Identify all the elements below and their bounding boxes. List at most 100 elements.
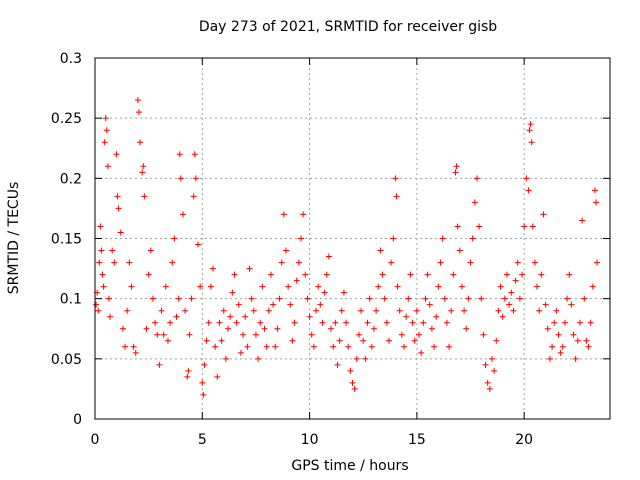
data-point <box>328 325 335 332</box>
data-point <box>246 265 253 272</box>
data-point <box>561 319 568 326</box>
data-point <box>345 343 352 350</box>
data-point <box>287 301 294 308</box>
data-point <box>96 259 103 266</box>
data-point <box>510 307 517 314</box>
data-point <box>100 283 107 290</box>
data-point <box>119 325 126 332</box>
data-point <box>111 259 118 266</box>
data-point <box>330 343 337 350</box>
data-point <box>259 283 266 290</box>
data-point <box>293 277 300 284</box>
data-point <box>362 355 369 362</box>
data-point <box>422 295 429 302</box>
data-point <box>351 385 358 392</box>
data-point <box>538 271 545 278</box>
data-point <box>433 313 440 320</box>
data-point <box>591 187 598 194</box>
data-point <box>473 175 480 182</box>
x-tick-label: 20 <box>515 432 533 448</box>
data-point <box>315 283 322 290</box>
data-point <box>280 211 287 218</box>
data-point <box>527 121 534 128</box>
data-point <box>195 241 201 248</box>
data-point <box>235 301 242 308</box>
data-point <box>188 295 195 302</box>
data-point <box>497 283 504 290</box>
data-point <box>200 391 207 398</box>
data-point <box>134 97 141 104</box>
data-point <box>295 259 302 266</box>
data-point <box>240 331 247 338</box>
data-point <box>529 223 536 230</box>
data-point <box>126 259 133 266</box>
data-point <box>461 307 468 314</box>
data-point <box>289 337 296 344</box>
data-point <box>103 127 110 134</box>
data-point <box>218 337 225 344</box>
data-point <box>388 259 395 266</box>
data-point <box>147 247 154 254</box>
data-point <box>542 301 549 308</box>
data-point <box>319 319 326 326</box>
data-point <box>250 307 257 314</box>
data-point <box>566 271 573 278</box>
data-point <box>373 307 380 314</box>
data-point <box>274 325 281 332</box>
data-point <box>229 289 236 296</box>
data-point <box>199 379 206 386</box>
data-point <box>160 331 167 338</box>
data-point <box>233 319 240 326</box>
data-point <box>323 271 330 278</box>
data-point <box>416 331 423 338</box>
data-point <box>431 343 438 350</box>
data-point <box>453 163 460 170</box>
data-point <box>454 223 461 230</box>
data-point <box>528 139 535 146</box>
data-point <box>310 343 317 350</box>
data-point <box>145 271 152 278</box>
data-point <box>559 343 566 350</box>
data-point <box>216 319 223 326</box>
data-point <box>437 259 444 266</box>
data-point <box>272 343 279 350</box>
data-point <box>469 235 476 242</box>
data-point <box>152 319 159 326</box>
data-point <box>446 343 453 350</box>
data-point <box>304 295 311 302</box>
ticks-layer: 0 0.05 0.1 0.15 0.2 0.25 0.3 0 5 10 15 20 <box>51 51 610 448</box>
data-point <box>321 289 328 296</box>
data-point <box>313 307 320 314</box>
data-point <box>93 301 100 308</box>
data-point <box>237 349 244 356</box>
data-point <box>257 319 264 326</box>
data-point <box>521 223 528 230</box>
data-point <box>184 373 191 380</box>
data-point <box>164 337 171 344</box>
data-point <box>364 319 371 326</box>
data-point <box>544 325 551 332</box>
data-point <box>349 379 356 386</box>
data-point <box>135 109 142 116</box>
data-point <box>113 151 120 158</box>
data-point <box>306 313 313 320</box>
data-point <box>141 193 148 200</box>
data-point <box>291 319 298 326</box>
data-point <box>261 325 268 332</box>
data-point <box>244 343 251 350</box>
data-point <box>568 301 575 308</box>
data-point <box>169 259 176 266</box>
data-point <box>302 271 309 278</box>
data-point <box>99 271 106 278</box>
data-point <box>463 325 470 332</box>
data-point <box>465 295 472 302</box>
data-point <box>514 259 521 266</box>
data-point <box>493 337 500 344</box>
data-point <box>486 385 493 392</box>
data-point <box>192 175 199 182</box>
data-point <box>132 349 139 356</box>
data-point <box>298 235 304 242</box>
data-point <box>252 331 259 338</box>
data-point <box>338 307 345 314</box>
